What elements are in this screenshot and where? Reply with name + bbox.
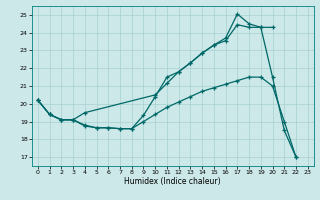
X-axis label: Humidex (Indice chaleur): Humidex (Indice chaleur) [124, 177, 221, 186]
